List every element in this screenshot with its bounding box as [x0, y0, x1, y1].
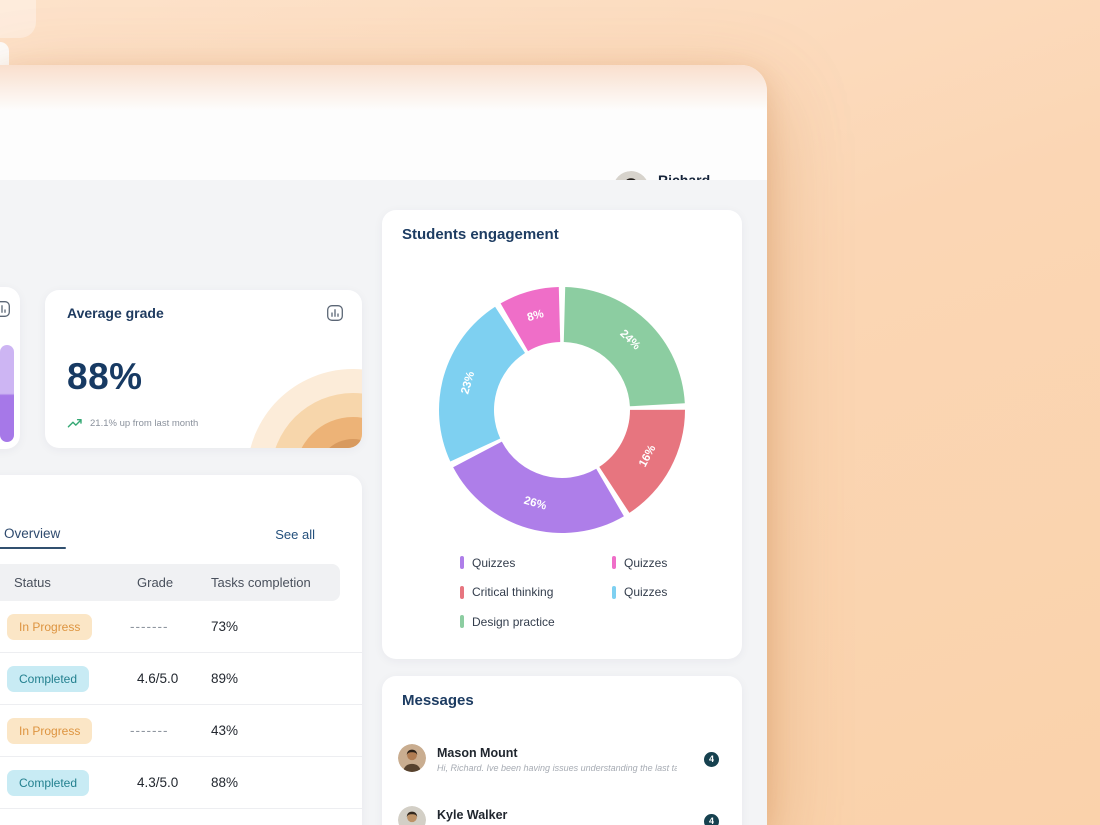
- column-header-tasks-completion: Tasks completion: [211, 575, 311, 590]
- legend-color-bar: [612, 556, 616, 570]
- messages-title: Messages: [402, 692, 474, 709]
- app-header: Richard Instructor: [0, 111, 767, 207]
- table-header: Status Grade Tasks completion: [0, 564, 340, 601]
- message-preview: Hi, Richard. Ive been having issues unde…: [437, 763, 677, 773]
- message-item[interactable]: Mason Mount Hi, Richard. Ive been having …: [398, 742, 726, 778]
- legend-item: Quizzes: [612, 578, 667, 608]
- avatar-photo: [398, 744, 426, 772]
- legend-label: Quizzes: [624, 555, 668, 570]
- legend-item: Quizzes: [612, 548, 667, 578]
- grade-cell: 4.6/5.0: [137, 671, 179, 686]
- column-header-grade: Grade: [137, 575, 174, 590]
- legend-color-bar: [460, 585, 464, 599]
- grade-cell: 4.3/5.0: [137, 775, 179, 790]
- sender-name: Kyle Walker: [437, 808, 508, 822]
- legend-label: Quizzes: [472, 555, 516, 570]
- table-row[interactable]: Completed 4.6/5.0 89%: [0, 653, 362, 705]
- bar-chart-icon[interactable]: [325, 303, 345, 323]
- status-badge: In Progress: [7, 718, 93, 744]
- sender-name: Mason Mount: [437, 746, 518, 760]
- average-grade-value: 88%: [67, 356, 143, 397]
- column-header-status: Status: [14, 575, 51, 590]
- message-item[interactable]: Kyle Walker 4: [398, 804, 726, 825]
- legend-item: Critical thinking: [460, 578, 612, 608]
- window-top-gradient: [0, 65, 767, 111]
- background-window-sliver: [0, 42, 9, 65]
- avatar-photo: [398, 806, 426, 825]
- trend-row: 21.1% up from last month: [67, 417, 198, 429]
- messages-list: Mason Mount Hi, Richard. Ive been having …: [398, 676, 726, 825]
- completion-cell: 88%: [211, 775, 239, 790]
- table-row[interactable]: In Progress ------- 43%: [0, 705, 362, 757]
- completion-cell: 73%: [211, 619, 239, 634]
- status-badge: Completed: [7, 666, 90, 692]
- overview-card: Overview See all Status Grade Tasks comp…: [0, 475, 362, 825]
- completion-cell: 89%: [211, 671, 239, 686]
- legend-label: Quizzes: [624, 585, 668, 600]
- background-window-corner: [0, 0, 36, 38]
- status-badge: Completed: [7, 770, 90, 796]
- tab-overview[interactable]: Overview: [4, 526, 61, 541]
- average-grade-title: Average grade: [67, 305, 164, 321]
- unread-count-badge: 4: [704, 814, 719, 825]
- table-row[interactable]: In Progress ------- 73%: [0, 601, 362, 653]
- legend-item: Design practice: [460, 607, 612, 637]
- overview-inner: Overview See all Status Grade Tasks comp…: [0, 475, 362, 825]
- messages-card: Messages Mason Mount Hi, Richard. Ive bee…: [382, 676, 742, 825]
- legend-label: Design practice: [472, 614, 555, 629]
- engagement-donut-chart: 24%16%26%23%8%: [439, 287, 686, 534]
- tab-underline: [0, 547, 66, 549]
- legend-color-bar: [612, 585, 616, 599]
- dashboard-content: Average grade 88% 21.1% up from last mon…: [0, 180, 767, 825]
- grade-cell: -------: [130, 723, 169, 738]
- sender-avatar: [398, 744, 426, 772]
- students-engagement-title: Students engagement: [402, 226, 559, 243]
- decorative-arc: [317, 439, 362, 448]
- status-badge: In Progress: [7, 614, 93, 640]
- completion-cell: 43%: [211, 723, 239, 738]
- unread-count-badge: 4: [704, 752, 719, 767]
- decorative-purple-bar: [0, 345, 14, 442]
- donut-segment-quizzes[interactable]: [500, 287, 561, 352]
- legend-color-bar: [460, 556, 464, 570]
- stat-card-partial: [0, 287, 20, 449]
- app-window: Richard Instructor Average grade: [0, 65, 767, 825]
- table-body: In Progress ------- 73% Completed 4.6/5.0 89%…: [0, 601, 362, 825]
- legend-item: Quizzes: [460, 548, 612, 578]
- grade-cell: -------: [130, 619, 169, 634]
- average-grade-card: Average grade 88% 21.1% up from last mon…: [45, 290, 362, 448]
- donut-segment-design-practice[interactable]: [563, 287, 685, 407]
- donut-segment-label: 8%: [526, 308, 545, 324]
- legend-color-bar: [460, 615, 464, 629]
- students-engagement-card: Students engagement 24% 16% 26% 23% 8% Quizz…: [382, 210, 742, 659]
- donut-segment-critical-thinking[interactable]: [599, 409, 686, 513]
- see-all-link[interactable]: See all: [275, 527, 315, 542]
- chart-legend: Quizzes Critical thinking Design practice Q…: [460, 548, 667, 637]
- trend-text: 21.1% up from last month: [90, 417, 199, 429]
- trend-up-arrow-icon: [67, 418, 82, 428]
- sender-avatar: [398, 806, 426, 825]
- bar-chart-icon: [0, 299, 12, 319]
- donut-segment-quizzes[interactable]: [453, 441, 624, 534]
- donut-segment-quizzes[interactable]: [439, 306, 526, 462]
- table-row[interactable]: Completed 4.3/5.0 88%: [0, 757, 362, 809]
- legend-label: Critical thinking: [472, 585, 554, 600]
